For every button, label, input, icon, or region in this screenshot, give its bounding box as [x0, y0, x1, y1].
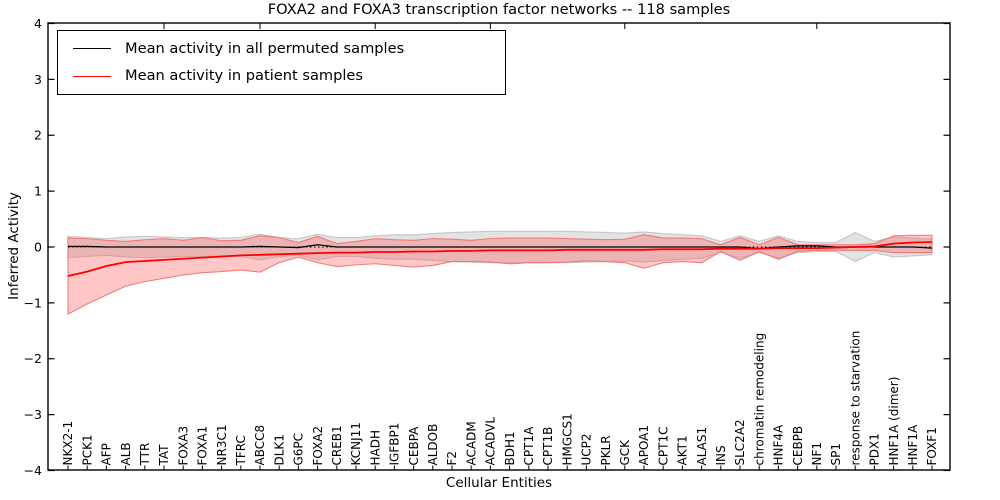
x-category-label: SP1 [829, 443, 843, 466]
x-category-label: BDH1 [503, 431, 517, 465]
x-category-label: APOA1 [637, 425, 651, 466]
x-category-label: HMGCS1 [560, 413, 574, 465]
x-category-label: FOXA3 [176, 426, 190, 466]
x-category-label: ACADM [464, 421, 478, 465]
line-permuted [68, 244, 933, 250]
y-tick-label: 1 [34, 184, 42, 199]
legend-item-permuted: Mean activity in all permuted samples [73, 40, 505, 58]
legend-label-patient: Mean activity in patient samples [125, 66, 364, 84]
legend-item-patient: Mean activity in patient samples [73, 67, 505, 85]
y-tick-label: −3 [24, 407, 42, 422]
x-category-label: TAT [157, 444, 171, 467]
x-category-label: ALB [119, 442, 133, 465]
x-category-label: NR3C1 [215, 425, 229, 466]
x-category-label: ALAS1 [695, 427, 709, 466]
y-axis-label: Inferred Activity [6, 192, 22, 300]
x-category-label: HADH [368, 430, 382, 466]
x-category-label: GCK [618, 439, 632, 466]
x-category-label: ABCC8 [253, 425, 267, 466]
legend-line-sample-patient [73, 75, 111, 77]
x-category-label: chromatin remodeling [752, 333, 766, 466]
x-category-label: F2 [445, 451, 459, 466]
x-category-label: INS [714, 445, 728, 465]
x-axis-label: Cellular Entities [445, 475, 553, 491]
x-category-label: CEBPB [791, 426, 805, 466]
x-category-label: CPT1C [656, 427, 670, 466]
x-category-label: ACADVL [484, 417, 498, 466]
x-category-label: UCP2 [580, 433, 594, 465]
x-category-label: G6PC [292, 433, 306, 466]
x-category-label: HNF4A [772, 424, 786, 466]
x-category-label: NKX2-1 [61, 421, 75, 466]
legend-label-permuted: Mean activity in all permuted samples [125, 39, 405, 57]
legend: Mean activity in all permuted samples Me… [57, 30, 506, 95]
y-tick-label: −1 [24, 295, 42, 310]
x-category-label: IGFBP1 [388, 423, 402, 466]
x-category-label: PKLR [599, 435, 613, 465]
y-tick-label: −2 [24, 351, 42, 366]
x-category-label: CEBPA [407, 426, 421, 466]
x-category-label: TTR [138, 443, 152, 467]
y-tick-label: −4 [24, 463, 42, 478]
x-category-label: CREB1 [330, 425, 344, 465]
y-tick-label: 3 [34, 72, 42, 87]
x-category-label: CPT1A [522, 426, 536, 466]
x-category-label: ALDOB [426, 424, 440, 466]
x-category-label: CPT1B [541, 427, 555, 466]
x-category-label: NF1 [810, 442, 824, 466]
y-tick-label: 0 [34, 239, 42, 254]
x-category-label: FOXA1 [196, 426, 210, 466]
x-category-label: TFRC [234, 435, 248, 466]
x-category-label: KCNJ11 [349, 422, 363, 465]
chart-title: FOXA2 and FOXA3 transcription factor net… [267, 1, 731, 18]
line-patient [67, 241, 933, 277]
x-category-label: response to starvation [848, 331, 862, 466]
x-category-label: FOXF1 [925, 427, 939, 465]
x-category-label: FOXA2 [311, 426, 325, 466]
x-category-label: PCK1 [80, 434, 94, 465]
x-category-label: PDX1 [868, 433, 882, 465]
x-category-label: DLK1 [272, 434, 286, 465]
y-tick-label: 2 [34, 128, 42, 143]
x-category-label: HNF1A (dimer) [887, 377, 901, 466]
x-category-label: HNF1A [906, 424, 920, 466]
x-category-label: AKT1 [676, 435, 690, 465]
x-category-label: SLC2A2 [733, 419, 747, 465]
legend-line-sample-permuted [73, 48, 111, 50]
y-tick-label: 4 [34, 16, 42, 31]
x-category-label: AFP [100, 443, 114, 465]
